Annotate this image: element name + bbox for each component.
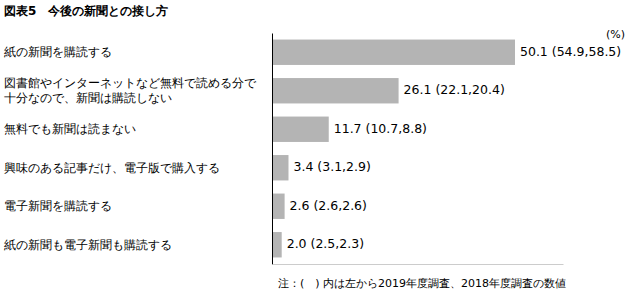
category-label-line: 無料でも新聞は読まない xyxy=(4,122,136,136)
axis-title: (%) xyxy=(606,28,625,41)
data-label: 2.0 (2.5,2.3) xyxy=(287,236,364,251)
y-axis xyxy=(272,34,273,265)
category-label-line: 興味のある記事だけ、電子版で購入する xyxy=(4,160,220,174)
x-axis xyxy=(273,264,564,265)
note: 注：( ) 内は左から2019年度調査、2018年度調査の数値 xyxy=(278,277,566,290)
category-label: 図書館やインターネットなど無料で読める分で十分なので、新聞は購読しない xyxy=(4,76,257,105)
axis-line xyxy=(272,34,273,265)
category-label-line: 紙の新聞も電子新聞も購読する xyxy=(4,237,172,251)
chart: 図表5 今後の新聞との接し方 (%) 紙の新聞を購読する図書館やインターネットなど無… xyxy=(0,0,633,294)
bar xyxy=(272,155,288,180)
category-label: 電子新聞を購読する xyxy=(4,199,112,213)
bar xyxy=(272,40,515,65)
bar xyxy=(272,232,282,257)
bar xyxy=(272,194,285,219)
bar xyxy=(272,78,399,103)
category-label: 興味のある記事だけ、電子版で購入する xyxy=(4,160,220,174)
category-label-line: 図書館やインターネットなど無料で読める分で xyxy=(4,76,257,90)
data-label: 11.7 (10.7,8.8) xyxy=(334,121,427,136)
category-label: 無料でも新聞は読まない xyxy=(4,122,136,136)
data-label: 3.4 (3.1,2.9) xyxy=(293,159,370,174)
bar xyxy=(272,117,329,142)
data-labels: 50.1 (54.9,58.5) 26.1 (22.1,20.4) 11.7 (10… xyxy=(287,44,621,252)
category-label-line: 十分なので、新聞は購読しない xyxy=(4,91,172,105)
category-label-line: 電子新聞を購読する xyxy=(4,199,112,213)
category-labels: 紙の新聞を購読する図書館やインターネットなど無料で読める分で十分なので、新聞は購… xyxy=(4,45,257,252)
data-label: 50.1 (54.9,58.5) xyxy=(520,44,621,59)
bars xyxy=(272,40,515,258)
category-label: 紙の新聞も電子新聞も購読する xyxy=(4,237,172,251)
category-label: 紙の新聞を購読する xyxy=(4,45,112,59)
data-label: 2.6 (2.6,2.6) xyxy=(290,198,367,213)
data-label: 26.1 (22.1,20.4) xyxy=(404,82,505,97)
category-label-line: 紙の新聞を購読する xyxy=(4,45,112,59)
title: 図表5 今後の新聞との接し方 xyxy=(4,4,168,18)
plot xyxy=(272,34,564,265)
axis-line xyxy=(273,264,564,265)
